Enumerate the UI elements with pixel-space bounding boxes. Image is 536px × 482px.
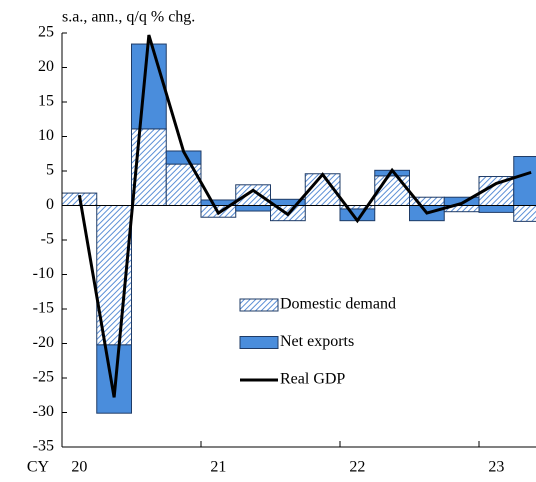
x-axis-label: CY bbox=[27, 459, 50, 476]
y-tick-label: -5 bbox=[41, 231, 54, 248]
legend-swatch bbox=[239, 336, 279, 349]
legend-label: Real GDP bbox=[280, 371, 345, 388]
legend-swatch bbox=[239, 298, 279, 312]
y-tick-label: 0 bbox=[46, 196, 54, 213]
legend-label: Domestic demand bbox=[280, 296, 396, 313]
legend-label: Net exports bbox=[280, 333, 354, 350]
y-tick-label: -25 bbox=[33, 369, 54, 386]
y-tick-label: 15 bbox=[38, 93, 54, 110]
bar bbox=[513, 156, 536, 206]
x-tick-label: 22 bbox=[349, 459, 365, 476]
x-tick-label: 23 bbox=[488, 459, 504, 476]
y-tick-label: 5 bbox=[46, 162, 54, 179]
plot-area bbox=[62, 34, 536, 414]
bar bbox=[235, 205, 271, 212]
y-tick-label: 20 bbox=[38, 58, 54, 75]
y-tick-label: -10 bbox=[33, 265, 54, 282]
bar bbox=[513, 205, 536, 222]
y-tick-label: 10 bbox=[38, 127, 54, 144]
y-tick-label: -30 bbox=[33, 403, 54, 420]
y-tick-label: 25 bbox=[38, 24, 54, 41]
x-tick-label: 21 bbox=[210, 459, 226, 476]
bar bbox=[478, 205, 515, 213]
x-tick-label: 20 bbox=[71, 459, 87, 476]
bar bbox=[96, 344, 132, 414]
y-tick-label: -35 bbox=[33, 438, 54, 455]
chart-subtitle: s.a., ann., q/q % chg. bbox=[62, 9, 195, 26]
y-tick-label: -15 bbox=[33, 300, 54, 317]
bar bbox=[235, 184, 271, 207]
bar bbox=[374, 175, 410, 207]
y-tick-label: -20 bbox=[33, 334, 54, 351]
bar bbox=[131, 43, 167, 130]
